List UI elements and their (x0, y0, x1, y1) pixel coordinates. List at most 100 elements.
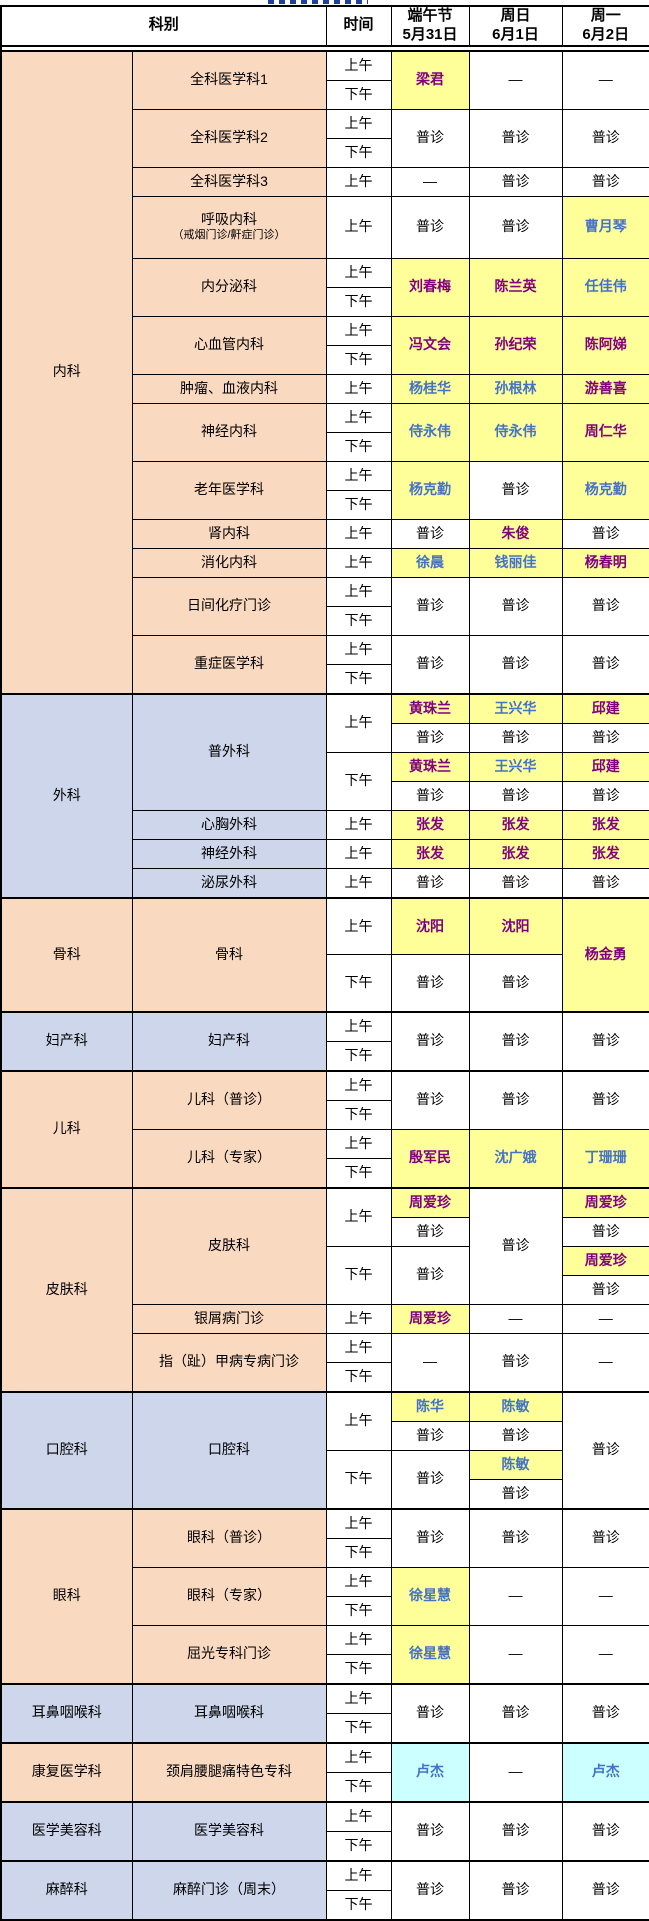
time-slot-cell: 下午 (325, 954, 392, 1012)
group-cell: 麻醉科 (0, 1859, 133, 1920)
doctor-cell: 朱俊 (468, 518, 563, 549)
doctor-cell: 徐星慧 (390, 1624, 470, 1684)
time-slot-cell: 上午 (325, 1128, 392, 1159)
no-clinic-cell: — (561, 49, 649, 110)
time-slot-cell: 下午 (325, 1830, 392, 1861)
doctor-cell: 侍永伟 (390, 402, 470, 462)
time-slot-cell: 上午 (325, 257, 392, 288)
time-slot-cell: 上午 (325, 1186, 392, 1247)
time-slot-cell: 下午 (325, 1157, 392, 1188)
department-cell: 耳鼻咽喉科 (131, 1682, 327, 1743)
schedule-table: 科别 时间 端午节 5月31日 周日 6月1日 周一 6月2日 内科 全科医学科1 上午 梁君 — — 下… (0, 5, 649, 1921)
general-clinic-cell: 普诊 (390, 1069, 470, 1130)
general-clinic-cell: 普诊 (561, 1800, 649, 1861)
doctor-cell: 陈阿娣 (561, 315, 649, 375)
doctor-cell: 陈兰英 (468, 257, 563, 317)
general-clinic-cell: 普诊 (390, 1800, 470, 1861)
no-clinic-cell: — (390, 166, 470, 197)
doctor-cell: 曹月琴 (561, 195, 649, 259)
general-clinic-cell: 普诊 (390, 780, 470, 811)
no-clinic-cell: — (468, 1566, 563, 1626)
schedule-body: 内科 全科医学科1 上午 梁君 — — 下午 全科医学科2 上午 普诊 普诊 普诊 下午 全科医学科3 上午… (0, 49, 649, 1920)
no-clinic-cell: — (468, 1741, 563, 1802)
general-clinic-cell: 普诊 (468, 722, 563, 753)
time-slot-cell: 下午 (325, 1771, 392, 1802)
time-slot-cell: 上午 (325, 1859, 392, 1891)
general-clinic-cell: 普诊 (390, 518, 470, 549)
department-cell: 泌尿外科 (131, 867, 327, 898)
time-slot-cell: 上午 (325, 195, 392, 259)
time-slot-cell: 上午 (325, 1682, 392, 1714)
time-slot-cell: 上午 (325, 1566, 392, 1597)
doctor-cell: 周爱珍 (390, 1303, 470, 1334)
header-day-3: 周一 6月2日 (561, 5, 649, 47)
time-slot-cell: 上午 (325, 1624, 392, 1655)
doctor-cell: 周爱珍 (561, 1245, 649, 1276)
general-clinic-cell: 普诊 (561, 1010, 649, 1071)
department-cell: 心血管内科 (131, 315, 327, 375)
doctor-cell: 杨桂华 (390, 373, 470, 404)
general-clinic-cell: 普诊 (468, 1800, 563, 1861)
doctor-cell: 徐星慧 (390, 1566, 470, 1626)
department-cell: 眼科（专家） (131, 1566, 327, 1626)
department-cell: 肿瘤、血液内科 (131, 373, 327, 404)
department-cell: 儿科（普诊） (131, 1069, 327, 1130)
time-slot-cell: 下午 (325, 79, 392, 110)
general-clinic-cell: 普诊 (561, 1682, 649, 1743)
department-cell: 麻醉门诊（周末） (131, 1859, 327, 1920)
doctor-cell: 梁君 (390, 49, 470, 110)
department-cell: 全科医学科1 (131, 49, 327, 110)
group-cell: 皮肤科 (0, 1186, 133, 1392)
general-clinic-cell: 普诊 (561, 722, 649, 753)
doctor-cell: 杨克勤 (390, 460, 470, 520)
general-clinic-cell: 普诊 (468, 954, 563, 1012)
department-cell: 口腔科 (131, 1390, 327, 1509)
general-clinic-cell: 普诊 (468, 1010, 563, 1071)
schedule-header: 科别 时间 端午节 5月31日 周日 6月1日 周一 6月2日 (0, 5, 649, 51)
time-slot-cell: 下午 (325, 1449, 392, 1509)
department-cell: 普外科 (131, 692, 327, 811)
group-cell: 外科 (0, 692, 133, 898)
general-clinic-cell: 普诊 (390, 1859, 470, 1920)
doctor-cell: 侍永伟 (468, 402, 563, 462)
general-clinic-cell: 普诊 (390, 108, 470, 168)
time-slot-cell: 上午 (325, 634, 392, 665)
doctor-cell: 邱建 (561, 692, 649, 724)
time-slot-cell: 下午 (325, 1537, 392, 1568)
doctor-cell: 钱丽佳 (468, 547, 563, 578)
general-clinic-cell: 普诊 (390, 1010, 470, 1071)
group-cell: 耳鼻咽喉科 (0, 1682, 133, 1743)
doctor-cell: 周仁华 (561, 402, 649, 462)
general-clinic-cell: 普诊 (390, 1449, 470, 1509)
time-slot-cell: 上午 (325, 576, 392, 607)
general-clinic-cell: 普诊 (561, 780, 649, 811)
cropped-title-remnant (0, 0, 649, 5)
general-clinic-cell: 普诊 (468, 1478, 563, 1509)
department-cell: 眼科（普诊） (131, 1507, 327, 1568)
doctor-cell: 殷军民 (390, 1128, 470, 1188)
time-slot-cell: 下午 (325, 137, 392, 168)
general-clinic-cell: 普诊 (561, 166, 649, 197)
time-slot-cell: 下午 (325, 431, 392, 462)
department-cell: 全科医学科3 (131, 166, 327, 197)
doctor-cell: 周爱珍 (390, 1186, 470, 1218)
department-cell: 颈肩腰腿痛特色专科 (131, 1741, 327, 1802)
doctor-cell: 孙根林 (468, 373, 563, 404)
group-cell: 眼科 (0, 1507, 133, 1684)
time-slot-cell: 上午 (325, 460, 392, 491)
department-cell: 骨科 (131, 896, 327, 1012)
time-slot-cell: 下午 (325, 1245, 392, 1305)
doctor-cell: 游善喜 (561, 373, 649, 404)
general-clinic-cell: 普诊 (561, 634, 649, 694)
doctor-cell: 孙纪荣 (468, 315, 563, 375)
general-clinic-cell: 普诊 (561, 1069, 649, 1130)
doctor-cell: 黄珠兰 (390, 692, 470, 724)
department-cell: 屈光专科门诊 (131, 1624, 327, 1684)
general-clinic-cell: 普诊 (468, 108, 563, 168)
group-cell: 妇产科 (0, 1010, 133, 1071)
header-category: 科别 (0, 5, 327, 47)
general-clinic-cell: 普诊 (468, 780, 563, 811)
general-clinic-cell: 普诊 (561, 108, 649, 168)
doctor-cell: 卢杰 (561, 1741, 649, 1802)
doctor-cell: 张发 (561, 838, 649, 869)
